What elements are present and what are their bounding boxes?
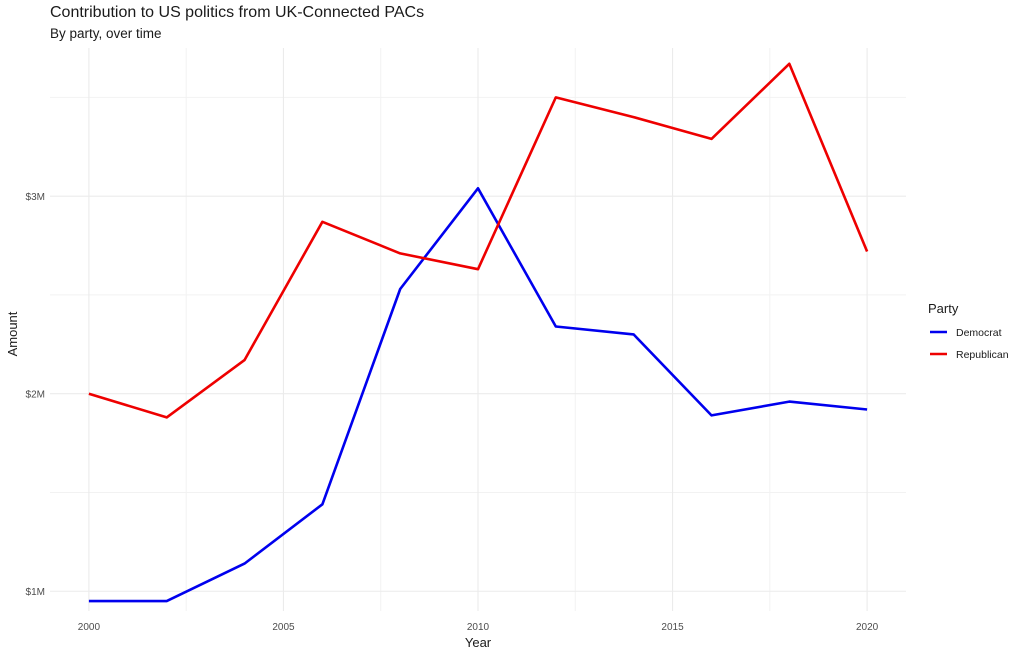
legend: Party Democrat Republican (928, 301, 1009, 361)
y-tick-label: $1M (26, 587, 45, 598)
x-tick-label: 2000 (78, 622, 101, 633)
series-lines (88, 62, 869, 603)
y-tick-label: $2M (26, 390, 45, 401)
x-axis-title: Year (465, 635, 492, 650)
legend-item-democrat: Democrat (930, 327, 1002, 339)
series-line-republican (88, 62, 869, 419)
legend-label: Democrat (956, 327, 1002, 339)
x-tick-label: 2015 (661, 622, 684, 633)
x-tick-label: 2005 (272, 622, 295, 633)
x-tick-label: 2010 (467, 622, 490, 633)
series-line-democrat (88, 187, 868, 603)
legend-label: Republican (956, 349, 1009, 361)
x-tick-label: 2020 (856, 622, 879, 633)
y-axis-ticks: $1M $2M $3M (26, 192, 45, 598)
y-axis-title: Amount (5, 311, 20, 356)
y-tick-label: $3M (26, 192, 45, 203)
legend-title: Party (928, 301, 959, 316)
chart-title: Contribution to US politics from UK-Conn… (50, 4, 425, 21)
legend-item-republican: Republican (930, 349, 1009, 361)
x-axis-ticks: 2000 2005 2010 2015 2020 (78, 622, 879, 633)
major-gridlines (50, 48, 906, 611)
chart-subtitle: By party, over time (50, 26, 162, 41)
